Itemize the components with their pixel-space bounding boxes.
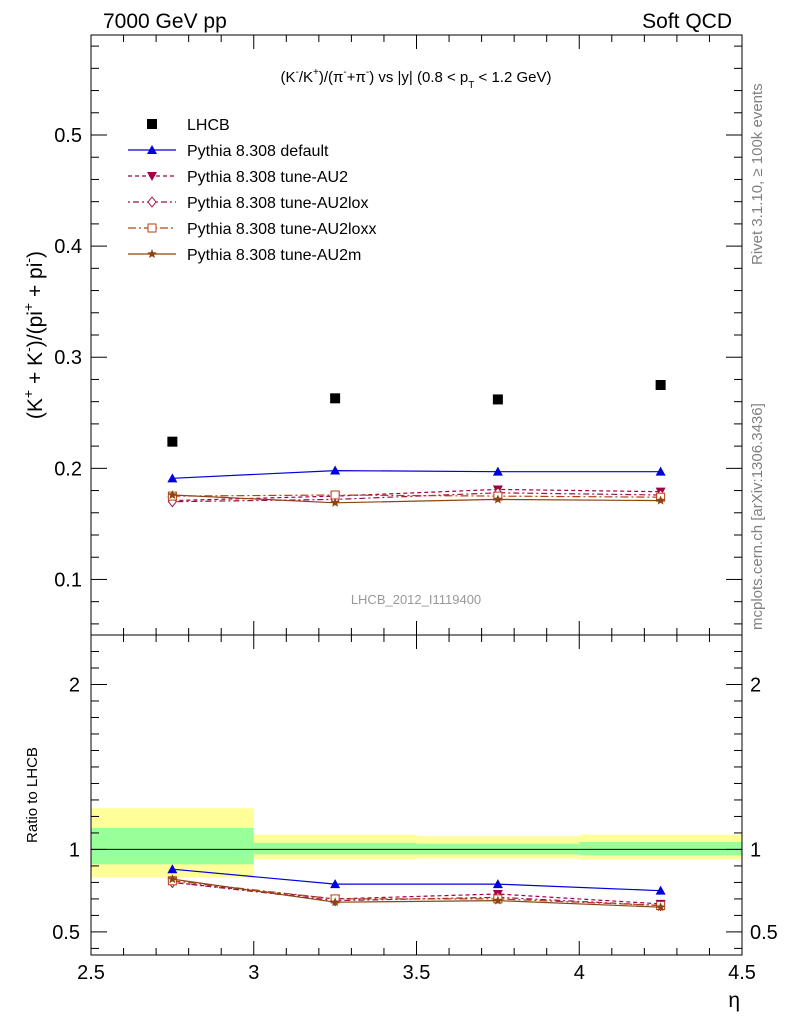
y-tick-label: 0.3 <box>54 347 82 369</box>
y-tick-label-right: 2 <box>750 674 761 696</box>
ratio-panel: 2.5 3 3.5 4 4.5 0.5 0.5 1 1 2 2 Ratio to LHCB η <box>24 634 778 1012</box>
series-au2lox <box>167 876 666 912</box>
series-line-au2loxx <box>172 494 661 498</box>
legend-label: Pythia 8.308 tune-AU2loxx <box>187 221 376 238</box>
series-au2m <box>167 874 666 912</box>
legend-marker <box>147 223 157 233</box>
watermark: LHCB_2012_I1119400 <box>351 592 481 607</box>
ratio-yticks: 0.5 0.5 1 1 2 2 <box>52 634 778 949</box>
series-line-default <box>172 868 661 892</box>
legend-entry-au2: Pythia 8.308 tune-AU2 <box>128 169 348 186</box>
reference-label: mcplots.cern.ch [arXiv:1306.3436] <box>749 403 766 630</box>
series-line-au2 <box>172 881 661 905</box>
y-tick-label: 2 <box>69 674 80 696</box>
x-tick-label: 4 <box>574 962 585 984</box>
series-default <box>167 864 666 895</box>
data-point-lhcb <box>330 393 341 404</box>
main-yticks: 0.1 0.2 0.3 0.4 0.5 <box>54 45 742 625</box>
data-point-au2m <box>655 902 666 912</box>
series-line-au2 <box>172 488 661 502</box>
data-point-au2m <box>167 490 178 500</box>
data-point-default <box>655 885 666 895</box>
y-tick-label: 1 <box>69 839 80 861</box>
ratio-xlabel: η <box>728 989 740 1012</box>
legend-entry-lhcb: LHCB <box>147 117 230 134</box>
series-lhcb <box>167 380 666 447</box>
y-tick-label: 0.4 <box>54 236 82 258</box>
series-line-au2m <box>172 494 661 504</box>
data-point-lhcb <box>492 394 503 405</box>
main-xticks <box>90 35 743 635</box>
ratio-xticks: 2.5 3 3.5 4 4.5 <box>77 635 756 984</box>
legend-marker <box>147 119 157 129</box>
series-line-au2m <box>172 878 661 908</box>
data-point-au2m <box>493 895 503 905</box>
rivet-label: Rivet 3.1.10, ≥ 100k events <box>749 83 766 265</box>
ratio-series <box>167 864 666 912</box>
data-point-default <box>330 879 341 889</box>
legend-entry-default: Pythia 8.308 default <box>128 143 329 160</box>
legend: LHCB Pythia 8.308 default Pythia 8.308 tun… <box>128 117 376 264</box>
data-point-default <box>167 864 178 874</box>
series-default <box>167 465 666 483</box>
legend-marker <box>147 172 157 181</box>
x-tick-label: 2.5 <box>77 962 105 984</box>
uncertainty-band-inner <box>579 842 742 856</box>
legend-entry-au2loxx: Pythia 8.308 tune-AU2loxx <box>128 221 376 238</box>
header-right: Soft QCD <box>642 10 732 33</box>
ratio-bands <box>91 808 742 878</box>
x-tick-label: 4.5 <box>728 962 756 984</box>
y-tick-label: 0.5 <box>52 922 80 944</box>
y-tick-label: 0.5 <box>54 125 82 147</box>
legend-entry-au2lox: Pythia 8.308 tune-AU2lox <box>128 195 368 212</box>
header-left: 7000 GeV pp <box>103 10 227 33</box>
legend-label: Pythia 8.308 tune-AU2 <box>187 169 348 186</box>
legend-marker <box>147 249 157 259</box>
data-point-lhcb <box>655 380 666 390</box>
y-tick-label: 0.2 <box>54 458 82 480</box>
y-tick-label-right: 1 <box>750 839 761 861</box>
x-tick-label: 3.5 <box>403 962 431 984</box>
x-tick-label: 3 <box>248 962 259 984</box>
y-tick-label: 0.1 <box>54 569 82 591</box>
series-line-default <box>172 469 661 479</box>
data-point-au2m <box>493 494 503 504</box>
uncertainty-band-inner <box>91 827 254 865</box>
y-tick-label-right: 0.5 <box>750 922 778 944</box>
series-line-au2loxx <box>172 880 661 907</box>
legend-label: Pythia 8.308 default <box>187 143 329 160</box>
data-point-default <box>330 465 341 475</box>
main-panel: 0.1 0.2 0.3 0.4 0.5 LHCB_2012_I1119400 (K-/K… <box>20 34 743 636</box>
series-au2m <box>167 490 666 507</box>
uncertainty-band-inner <box>253 842 417 855</box>
data-point-default <box>167 473 178 483</box>
legend-entry-au2m: Pythia 8.308 tune-AU2m <box>128 247 361 264</box>
main-series <box>167 380 666 508</box>
data-point-default <box>492 879 503 889</box>
data-point-lhcb <box>167 436 178 447</box>
data-point-au2m <box>330 497 340 507</box>
data-point-au2m <box>330 897 340 907</box>
data-point-default <box>655 466 666 476</box>
legend-label: LHCB <box>187 117 230 134</box>
legend-label: Pythia 8.308 tune-AU2lox <box>187 195 368 212</box>
data-point-au2m <box>655 495 666 505</box>
data-point-default <box>492 466 503 476</box>
data-point-au2m <box>167 874 178 884</box>
ratio-ylabel: Ratio to LHCB <box>24 747 41 843</box>
legend-marker <box>147 145 157 154</box>
legend-marker <box>147 196 157 208</box>
main-title: (K-/K+)/(π-+π-) vs |y| (0.8 < pT < 1.2 G… <box>281 67 552 91</box>
legend-label: Pythia 8.308 tune-AU2m <box>187 247 361 264</box>
main-ylabel: (K+ + K-)/(pi+ + pi-) <box>20 251 47 419</box>
